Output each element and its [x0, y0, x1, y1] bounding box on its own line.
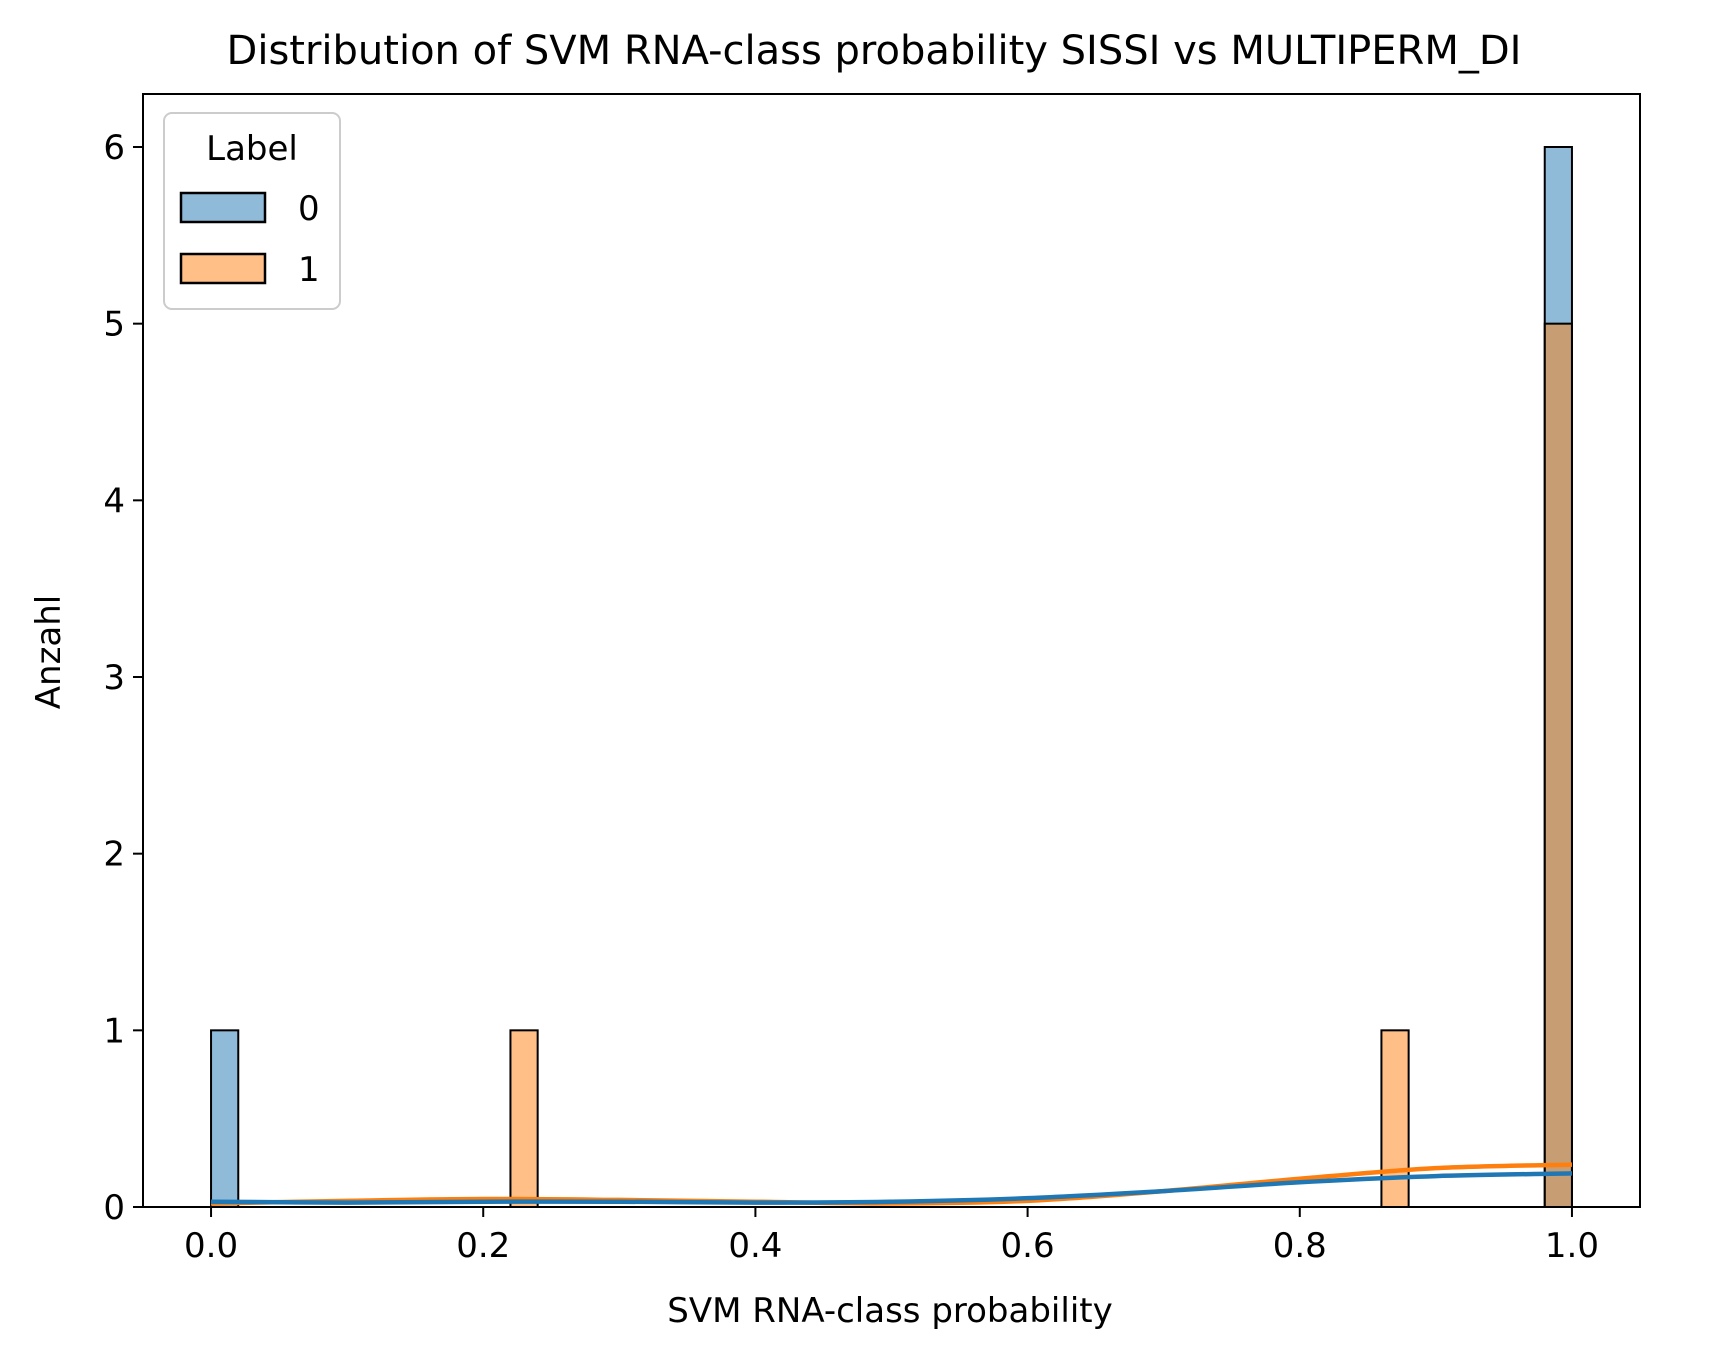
- legend-swatch-1: [179, 252, 267, 285]
- x-tick-label: 0.0: [184, 1226, 238, 1266]
- y-tick-label: 1: [103, 1011, 125, 1051]
- y-tick-label: 2: [103, 835, 125, 875]
- axes-frame: [142, 93, 1641, 1208]
- kde-curves: [211, 1162, 1573, 1206]
- chart-title: Distribution of SVM RNA-class probabilit…: [227, 28, 1522, 74]
- kde-line-series-0: [211, 1171, 1572, 1205]
- kde-line-series-1: [211, 1162, 1573, 1206]
- bar-series-1-bin-0: [509, 1029, 539, 1209]
- legend-title: Label: [206, 129, 298, 169]
- y-tick-label: 6: [103, 128, 125, 168]
- x-tick-label: 1.0: [1545, 1226, 1599, 1266]
- x-axis-ticks: 0.0 0.2 0.4 0.6 0.8 1.0: [184, 1207, 1599, 1266]
- x-tick-label: 0.2: [456, 1226, 510, 1266]
- y-axis-ticks: 0 1 2 3 4 5 6: [103, 128, 143, 1228]
- y-tick-label: 3: [103, 658, 125, 698]
- x-tick-label: 0.4: [728, 1226, 782, 1266]
- x-tick-label: 0.6: [1001, 1226, 1055, 1266]
- legend: Label 0 1: [163, 112, 341, 310]
- y-axis-label: Anzahl: [29, 595, 69, 709]
- legend-swatch-0: [179, 191, 267, 224]
- legend-label-1: 1: [298, 250, 320, 290]
- y-tick-label: 5: [103, 305, 125, 345]
- bar-series-1-bin-1: [1380, 1029, 1410, 1209]
- y-tick-label: 0: [103, 1188, 125, 1228]
- bar-series-1-bin-2: [1543, 322, 1573, 1208]
- x-axis-label: SVM RNA-class probability: [667, 1291, 1112, 1331]
- x-tick-label: 0.8: [1273, 1226, 1327, 1266]
- y-tick-label: 4: [103, 481, 125, 521]
- bar-series-0-bin-0: [210, 1029, 240, 1209]
- histogram-bars: [210, 146, 1573, 1209]
- legend-label-0: 0: [298, 189, 320, 229]
